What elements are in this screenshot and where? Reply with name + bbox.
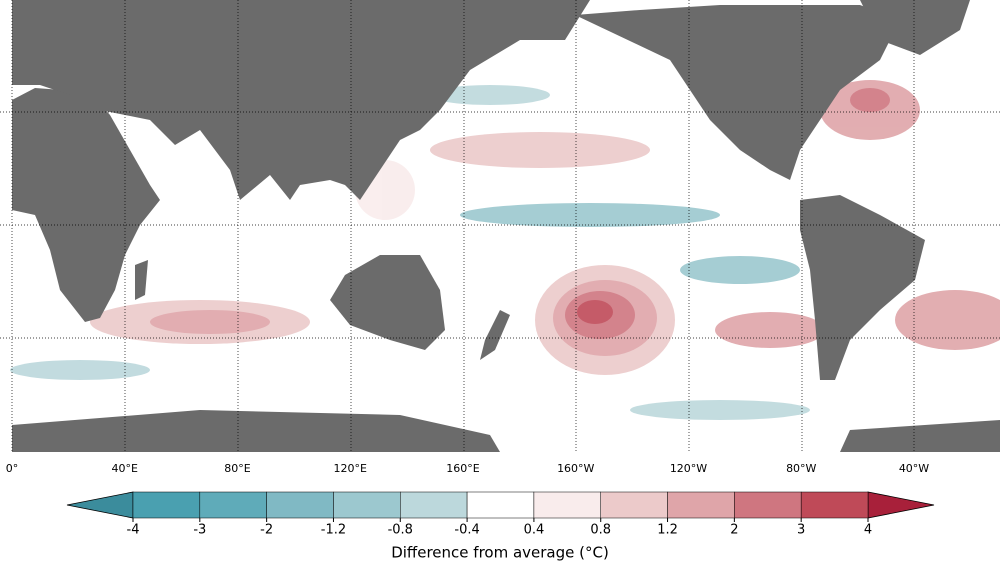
colorbar-tick-label: -1.2 <box>321 523 346 538</box>
longitude-label: 120°E <box>334 462 367 475</box>
longitude-label: 80°W <box>786 462 816 475</box>
colorbar-tick-label: -0.8 <box>388 523 413 538</box>
colorbar-tick-label: -4 <box>127 523 140 538</box>
colorbar-segment <box>533 491 601 519</box>
land <box>12 0 1000 452</box>
longitude-label: 160°E <box>446 462 479 475</box>
colorbar-tick-label: -3 <box>193 523 206 538</box>
colorbar-tick-label: 1.2 <box>657 523 678 538</box>
colorbar-tick-label: 0.4 <box>524 523 545 538</box>
colorbar-segment <box>132 491 201 519</box>
colorbar-tick-label: -0.4 <box>454 523 479 538</box>
colorbar-segment <box>600 491 668 519</box>
colorbar-segment <box>333 491 401 519</box>
longitude-label: 160°W <box>557 462 594 475</box>
colorbar-tick-label: 2 <box>730 523 738 538</box>
longitude-label: 0° <box>6 462 19 475</box>
colorbar-segment <box>199 491 267 519</box>
colorbar-extend-min <box>66 491 134 519</box>
longitude-label: 120°W <box>670 462 707 475</box>
colorbar-tick-label: 4 <box>864 523 872 538</box>
colorbar-label: Difference from average (°C) <box>391 544 609 562</box>
colorbar-extend-max <box>867 491 935 519</box>
longitude-label: 80°E <box>224 462 250 475</box>
longitude-label: 40°E <box>112 462 138 475</box>
graticule <box>0 0 1000 452</box>
longitude-labels: 0° 40°E 80°E 120°E 160°E 160°W 120°W 80°W 40°W <box>6 462 930 475</box>
colorbar-segment <box>266 491 334 519</box>
colorbar: -4 -3 -2 -1.2 -0.8 -0.4 0.4 0.8 1.2 2 3 4 <box>66 491 935 538</box>
colorbar-segment <box>400 491 468 519</box>
colorbar-tick-label: 0.8 <box>590 523 611 538</box>
colorbar-segment <box>466 491 535 519</box>
anomalies <box>10 80 1000 420</box>
longitude-label: 40°W <box>899 462 929 475</box>
colorbar-segment <box>667 491 735 519</box>
map <box>0 0 1000 452</box>
colorbar-tick-label: 3 <box>797 523 805 538</box>
colorbar-tick-label: -2 <box>260 523 273 538</box>
colorbar-segment <box>734 491 802 519</box>
colorbar-segment <box>800 491 869 519</box>
